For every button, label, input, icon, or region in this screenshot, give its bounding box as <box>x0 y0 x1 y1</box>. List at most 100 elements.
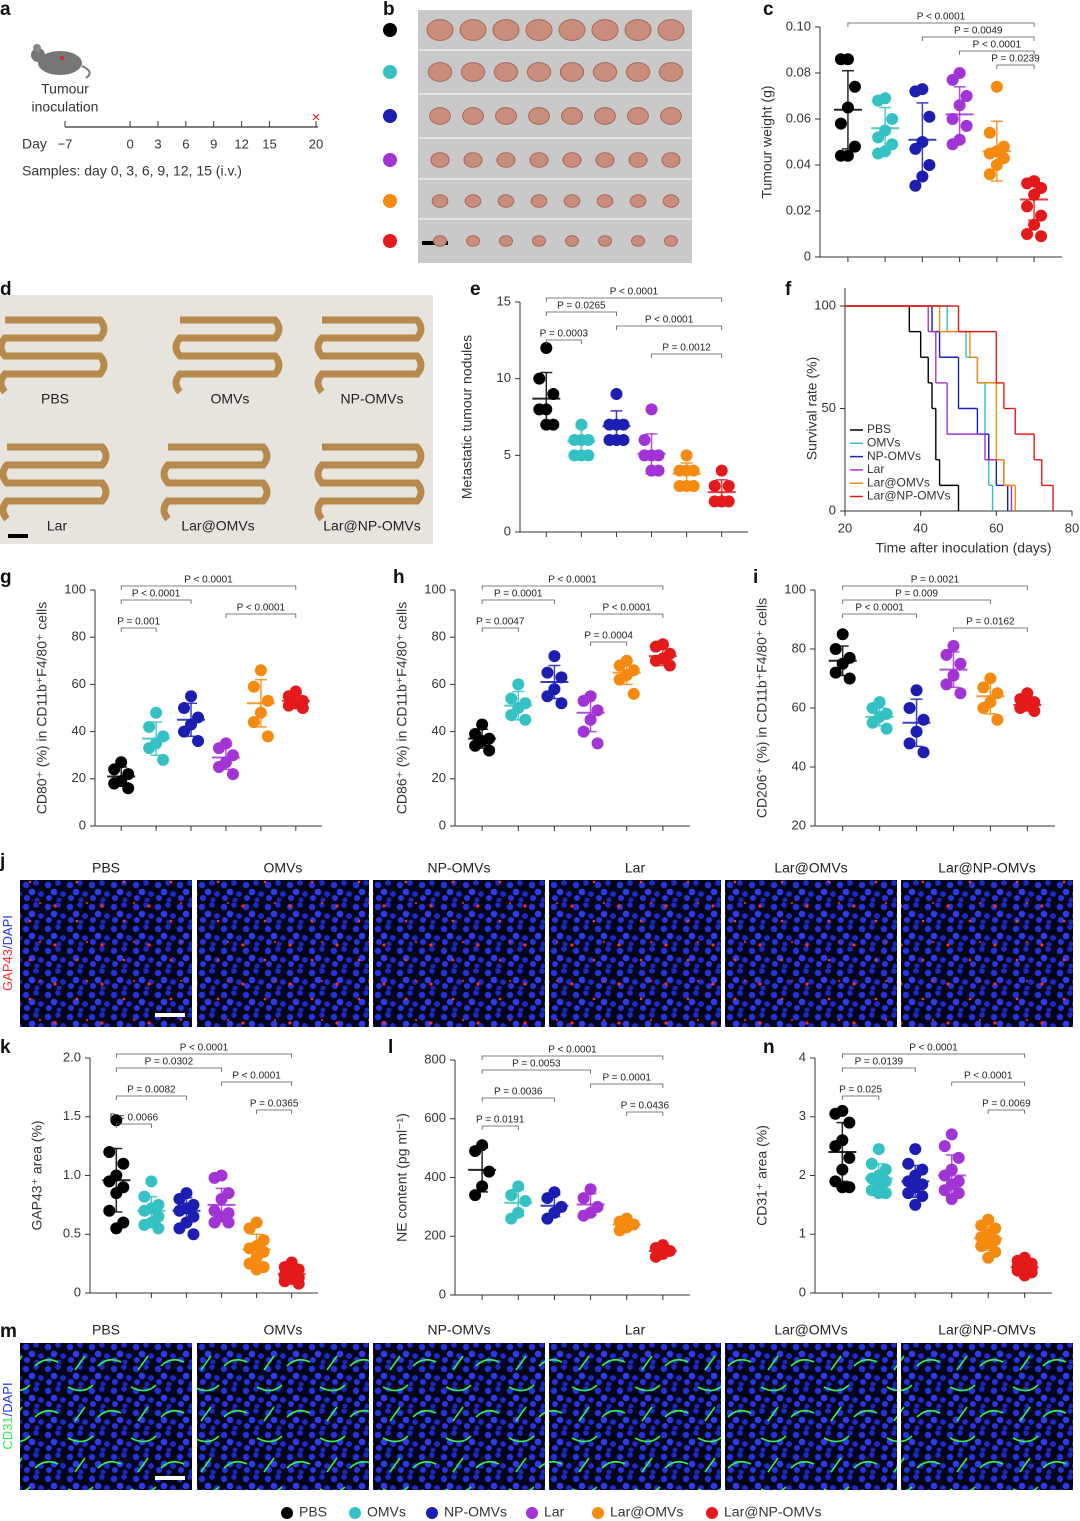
y-tick-label: 40 <box>72 723 86 738</box>
tumour <box>592 62 618 82</box>
significance-bracket <box>481 1069 591 1074</box>
p-value: P = 0.0162 <box>966 617 1015 628</box>
p-value: P = 0.0365 <box>250 1099 299 1110</box>
photo-label: Lar@OMVs <box>181 518 254 534</box>
data-point <box>880 722 893 735</box>
y-tick-label: 0.10 <box>786 18 811 33</box>
tumour <box>492 19 520 41</box>
significance-bracket <box>256 1109 293 1114</box>
photo-label: Lar <box>47 518 68 534</box>
significance-bracket <box>120 585 297 590</box>
y-axis-label: Survival rate (%) <box>804 357 820 460</box>
y-tick-label: 0.02 <box>786 202 811 217</box>
data-point <box>983 168 996 181</box>
p-value: P < 0.0001 <box>232 1071 281 1082</box>
data-point <box>541 1192 554 1205</box>
tumour <box>463 152 483 168</box>
legend-label: Lar@NP-OMVs <box>724 1504 821 1520</box>
data-point <box>834 149 847 162</box>
panel-letter: b <box>383 0 395 20</box>
intestine <box>314 443 425 522</box>
data-point <box>649 1250 662 1263</box>
tumour <box>464 194 482 208</box>
significance-bracket <box>115 1067 222 1072</box>
y-tick-label: 800 <box>424 1051 446 1066</box>
p-value: P = 0.0139 <box>855 1057 904 1068</box>
data-point <box>103 1204 116 1217</box>
legend-label: Lar@NP-OMVs <box>867 489 951 503</box>
data-point <box>247 680 260 693</box>
data-point <box>541 666 554 679</box>
p-value: P < 0.0001 <box>973 40 1022 51</box>
data-point <box>533 372 546 385</box>
data-point <box>836 628 849 641</box>
micrograph-label: OMVs <box>264 1322 303 1338</box>
significance-bracket <box>481 585 664 590</box>
group-marker <box>383 23 397 37</box>
data-point <box>540 342 553 354</box>
tumour <box>598 235 612 247</box>
data-point <box>212 761 225 773</box>
tumour <box>631 235 645 247</box>
p-value: P < 0.0001 <box>917 12 966 23</box>
data-point <box>469 739 482 752</box>
data-point <box>108 763 121 776</box>
panel-letter: j <box>0 851 5 872</box>
data-point <box>983 147 996 160</box>
data-point <box>555 697 568 710</box>
significance-bracket <box>545 311 617 316</box>
data-point <box>610 388 623 400</box>
data-point <box>638 434 651 446</box>
p-value: P < 0.0001 <box>602 603 651 614</box>
panel-letter: e <box>470 279 481 300</box>
tumour <box>528 107 550 125</box>
data-point <box>886 113 899 125</box>
micrograph-label: Lar@NP-OMVs <box>938 1322 1035 1338</box>
tumour <box>629 194 647 208</box>
p-value: P = 0.0265 <box>557 301 606 312</box>
y-tick-label: 20 <box>72 770 86 785</box>
timeline-caption: Tumour <box>41 81 89 97</box>
data-point <box>192 735 205 748</box>
legend-label: OMVs <box>867 435 900 449</box>
p-value: P = 0.0012 <box>662 343 711 354</box>
y-tick-label: 50 <box>822 400 836 415</box>
data-point <box>247 716 260 729</box>
micrograph-signal <box>373 1343 545 1490</box>
data-point <box>505 692 518 705</box>
intestine <box>172 316 283 395</box>
tumour <box>466 235 480 247</box>
intestine <box>0 316 108 395</box>
p-value: P = 0.0302 <box>145 1057 194 1068</box>
significance-bracket <box>481 1125 519 1130</box>
y-tick-label: 80 <box>72 629 86 644</box>
y-tick-label: 15 <box>497 293 511 308</box>
photo-label: PBS <box>41 391 69 407</box>
y-tick-label: 0 <box>74 1284 81 1299</box>
data-point <box>178 725 191 738</box>
legend-dot <box>426 1507 438 1519</box>
y-tick-label: 2.0 <box>63 1049 81 1064</box>
significance-bracket <box>115 1095 187 1100</box>
y-axis-label: Metastatic tumour nodules <box>459 335 475 499</box>
stain-part: CD31 <box>0 1416 15 1449</box>
panel-letter: a <box>0 0 11 20</box>
data-point <box>946 113 959 125</box>
p-value: P < 0.0001 <box>645 315 694 326</box>
p-value: P = 0.025 <box>839 1085 882 1096</box>
data-point <box>975 1219 988 1232</box>
y-tick-label: 100 <box>424 581 446 596</box>
data-point <box>865 1157 878 1170</box>
y-tick-label: 0 <box>804 248 811 263</box>
y-tick-label: 0 <box>439 1286 446 1301</box>
data-point <box>902 1157 915 1170</box>
micrograph-signal <box>549 1343 721 1490</box>
data-point <box>613 659 626 672</box>
p-value: P = 0.0082 <box>127 1085 176 1096</box>
y-tick-label: 0 <box>439 817 446 832</box>
tumour <box>662 194 680 208</box>
micrograph-signal <box>725 1343 897 1490</box>
data-point <box>909 85 922 98</box>
data-point <box>680 449 693 462</box>
data-point <box>834 53 847 66</box>
